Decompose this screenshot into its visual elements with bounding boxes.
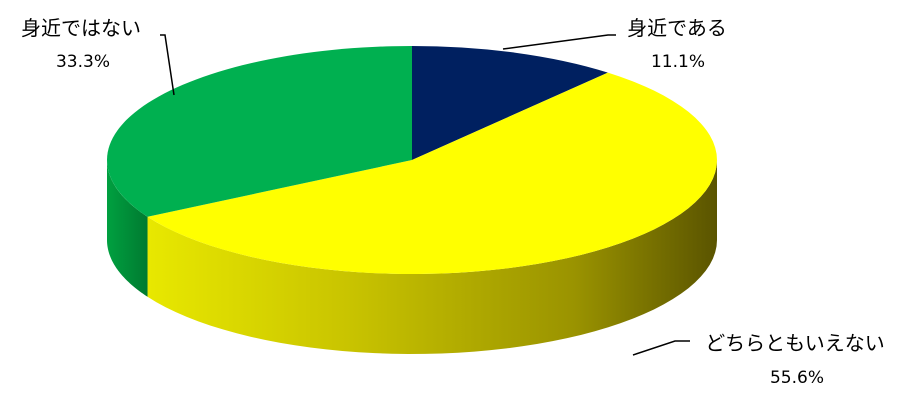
slice-label-1: どちらともいえない — [705, 331, 885, 355]
slice-percent-0: 11.1% — [651, 52, 705, 72]
leader-line-slice-1 — [632, 340, 690, 356]
pie-slice-2 — [107, 46, 412, 217]
slice-percent-1: 55.6% — [770, 368, 824, 388]
pie-side-1 — [147, 160, 718, 354]
pie-slice-0 — [412, 46, 608, 160]
pie-side-2 — [107, 160, 148, 297]
pie-sides — [107, 160, 718, 354]
leader-line-slice-0 — [502, 34, 616, 50]
leader-line-slice-2 — [160, 34, 175, 96]
pie-slice-1 — [147, 72, 718, 274]
slice-label-2: 身近ではない — [21, 16, 141, 40]
pie-tops — [107, 46, 718, 274]
slice-percent-2: 33.3% — [56, 52, 110, 72]
slice-label-0: 身近である — [627, 16, 727, 40]
